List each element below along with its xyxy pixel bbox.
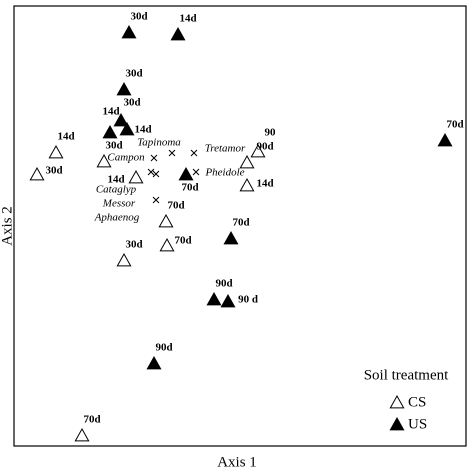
point-label: 30d [123, 97, 140, 109]
point [96, 153, 112, 168]
point [74, 427, 90, 442]
point-label: 14d [134, 124, 151, 136]
point-label: 14d [57, 131, 74, 143]
point-label: 90d [256, 141, 273, 153]
point [102, 124, 118, 139]
point-label: 70d [167, 200, 184, 212]
point-label: 70d [83, 414, 100, 426]
point-label: 30d [130, 11, 147, 23]
point [223, 230, 239, 245]
point [119, 121, 135, 136]
point [158, 213, 174, 228]
legend-marker [389, 394, 405, 409]
point-label: 30d [125, 68, 142, 80]
point [159, 237, 175, 252]
point-label: 70d [232, 217, 249, 229]
species-point [168, 149, 176, 157]
legend-marker [389, 416, 405, 431]
species-point [147, 168, 155, 176]
point-label: 70d [174, 235, 191, 247]
point [206, 291, 222, 306]
point-label: 14d [179, 13, 196, 25]
species-label: Campon [107, 152, 145, 164]
species-label: Aphaenog [94, 212, 140, 224]
point [146, 355, 162, 370]
species-point [150, 154, 158, 162]
point-label: 30d [125, 239, 142, 251]
point-label: 14d [107, 174, 124, 186]
point-label: 90d [215, 278, 232, 290]
point [239, 154, 255, 169]
point [116, 252, 132, 267]
point [128, 169, 144, 184]
x-axis-label: Axis 1 [217, 454, 257, 470]
legend-label: CS [408, 394, 426, 410]
species-point [192, 168, 200, 176]
point [113, 112, 129, 127]
point [178, 166, 194, 181]
point-label: 90 d [238, 294, 258, 306]
point-label: 90d [155, 342, 172, 354]
point-label: 30d [45, 165, 62, 177]
species-label: Tretamor [205, 143, 246, 155]
species-point [190, 149, 198, 157]
species-point [152, 196, 160, 204]
point [239, 177, 255, 192]
y-axis-label: Axis 2 [0, 206, 15, 246]
legend-label: US [408, 416, 427, 432]
species-label: Cataglyp [96, 184, 137, 196]
point-label: 90 [265, 127, 277, 139]
point-label: 14d [256, 178, 273, 190]
species-point [152, 170, 160, 178]
point [250, 143, 266, 158]
point [220, 293, 236, 308]
point [29, 166, 45, 181]
species-label: Pheidole [204, 167, 244, 179]
legend-title: Soil treatment [364, 367, 449, 383]
point [121, 24, 137, 39]
species-label: Tapinoma [137, 137, 181, 149]
point-label: 30d [105, 140, 122, 152]
point-label: 14d [102, 106, 119, 118]
point [48, 144, 64, 159]
point [116, 81, 132, 96]
plot-frame [13, 5, 467, 447]
species-label: Messor [102, 198, 136, 210]
point [170, 26, 186, 41]
point [437, 132, 453, 147]
point-label: 70d [181, 182, 198, 194]
point-label: 70d [446, 119, 463, 131]
